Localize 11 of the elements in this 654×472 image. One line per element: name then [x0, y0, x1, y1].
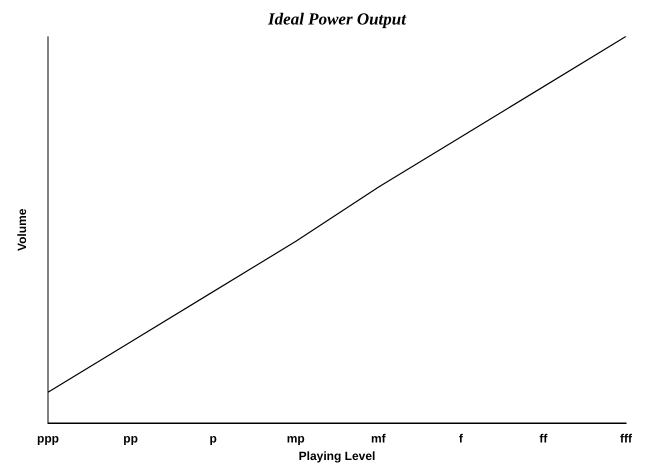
x-tick-label: mf — [370, 432, 387, 446]
x-tick-label: mp — [286, 432, 305, 446]
chart-title: Ideal Power Output — [267, 10, 408, 29]
x-tick-label: fff — [620, 432, 633, 446]
x-tick-label: p — [209, 432, 217, 446]
x-tick-label: pp — [123, 432, 138, 446]
x-tick-label: f — [458, 432, 464, 446]
y-axis-title: Volume — [15, 208, 29, 252]
x-tick-label: ppp — [37, 432, 59, 446]
x-axis-title: Playing Level — [298, 449, 376, 464]
x-tick-label: ff — [539, 432, 548, 446]
